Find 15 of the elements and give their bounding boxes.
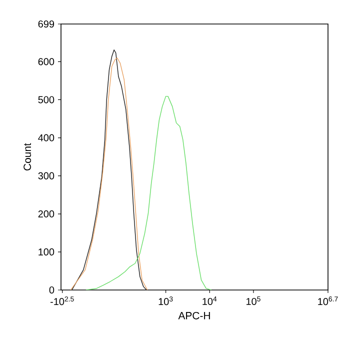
y-tick-label: 100 bbox=[38, 248, 54, 256]
x-tick-label: 10$^{3}$ bbox=[158, 296, 173, 306]
x-tick-label: 10$^{5}$ bbox=[246, 296, 260, 306]
x-tick-label: 10$^{4}$ bbox=[202, 296, 217, 306]
y-tick-label: 600 bbox=[38, 58, 54, 66]
x-tick-label: 10$^{6.7}$ bbox=[318, 296, 338, 306]
y-tick-label: 300 bbox=[38, 172, 54, 180]
y-tick-label: 400 bbox=[38, 134, 54, 142]
y-tick-label: 0 bbox=[49, 286, 54, 294]
y-tick-label: 200 bbox=[38, 210, 54, 218]
x-axis-title: APC-H bbox=[178, 312, 210, 320]
y-tick-label: 500 bbox=[38, 96, 54, 104]
y-tick-label: 699 bbox=[38, 20, 54, 28]
y-axis-title: Count bbox=[24, 143, 32, 170]
x-tick-label: -10$^{2.5}$ bbox=[50, 296, 74, 306]
